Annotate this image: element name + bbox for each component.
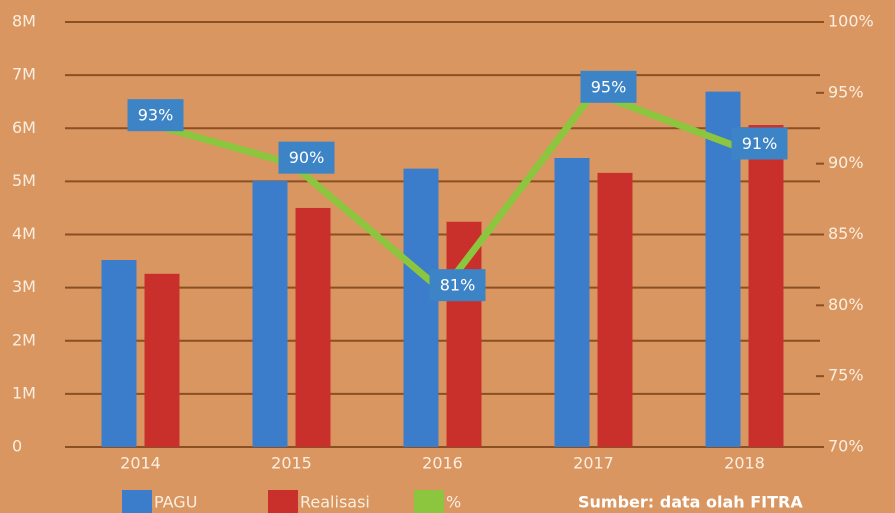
y2-tick-label: 80%	[828, 295, 864, 314]
bar	[144, 273, 180, 447]
y2-tick-label: 100%	[828, 12, 874, 31]
value-label-box	[580, 70, 637, 103]
y-tick-label: 4M	[12, 224, 36, 243]
bar	[295, 207, 331, 447]
bar	[403, 168, 439, 447]
value-label: 81%	[440, 276, 476, 295]
y-tick-label: 7M	[12, 65, 36, 84]
value-label: 91%	[742, 134, 778, 153]
x-tick-label: 2017	[573, 454, 614, 473]
x-tick-label: 2016	[422, 454, 463, 473]
y-tick-label: 8M	[12, 12, 36, 31]
bar	[748, 125, 784, 447]
legend-swatch	[414, 490, 444, 513]
bar	[252, 180, 288, 447]
y-tick-label: 0	[12, 437, 22, 456]
value-label: 90%	[289, 148, 325, 167]
y2-tick-label: 70%	[828, 437, 864, 456]
value-label-box	[731, 127, 788, 160]
bar	[446, 221, 482, 447]
value-label-box	[278, 141, 335, 174]
y-tick-label: 5M	[12, 171, 36, 190]
value-label: 95%	[591, 77, 627, 96]
x-tick-label: 2014	[120, 454, 161, 473]
source: Sumber: data olah FITRA	[578, 493, 803, 512]
x-tick-label: 2018	[724, 454, 765, 473]
line	[139, 89, 746, 295]
legend-label: %	[446, 493, 461, 512]
bar	[101, 260, 137, 447]
y-tick-label: 6M	[12, 118, 36, 137]
y2-tick-label: 90%	[828, 153, 864, 172]
value-label-box	[429, 269, 486, 302]
value-label: 93%	[138, 106, 174, 125]
y-tick-label: 1M	[12, 383, 36, 402]
x-tick-label: 2015	[271, 454, 312, 473]
legend-swatch	[122, 490, 152, 513]
legend-label: Realisasi	[300, 493, 370, 512]
y2-tick-label: 95%	[828, 82, 864, 101]
y2-tick-label: 85%	[828, 224, 864, 243]
value-label-box	[127, 99, 184, 132]
y-tick-label: 3M	[12, 277, 36, 296]
y-tick-label: 2M	[12, 330, 36, 349]
bar	[554, 158, 590, 447]
legend-label: PAGU	[154, 493, 197, 512]
legend-swatch	[268, 490, 298, 513]
y2-tick-label: 75%	[828, 366, 864, 385]
bar	[597, 172, 633, 447]
